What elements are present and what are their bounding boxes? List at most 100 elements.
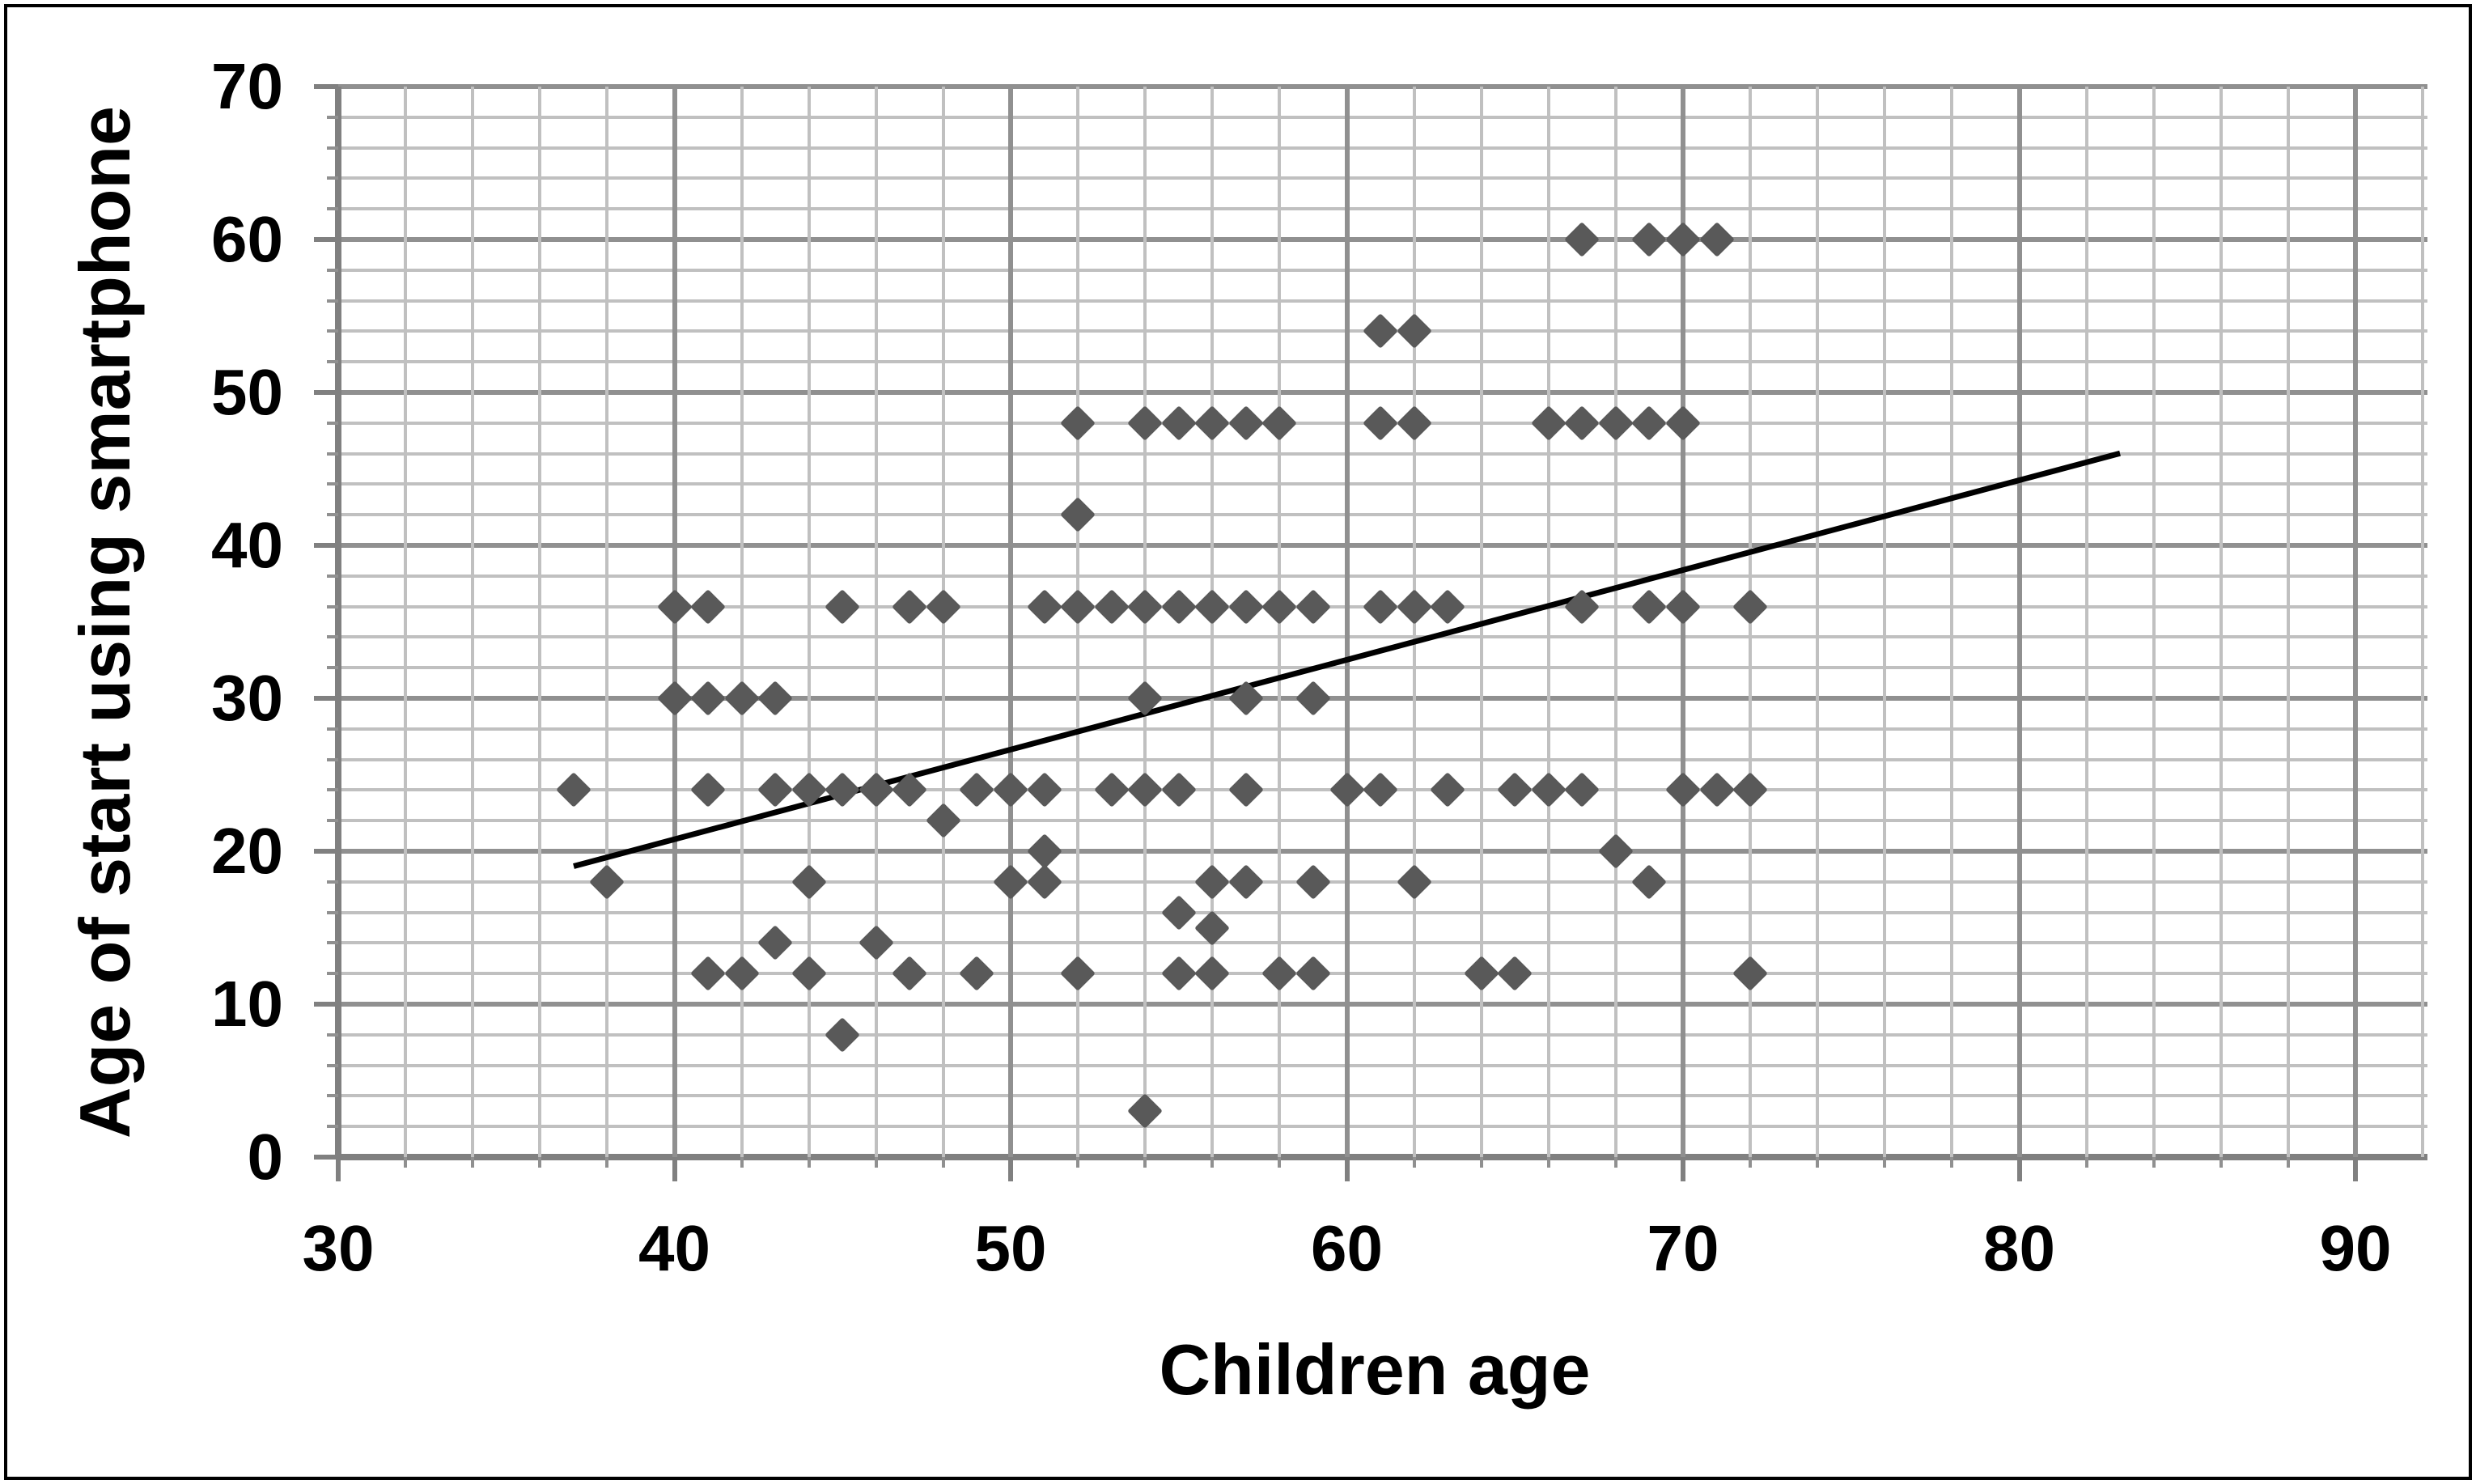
gridline-major-h <box>338 543 2427 548</box>
figure-border <box>4 4 2472 1480</box>
gridline-minor-h <box>338 1063 2427 1067</box>
gridline-minor-h <box>338 635 2427 639</box>
gridline-major-h <box>338 237 2427 242</box>
y-minor-tick <box>327 788 338 792</box>
x-minor-tick <box>1749 1157 1753 1168</box>
x-major-tick <box>1008 1157 1013 1181</box>
y-minor-tick <box>327 452 338 456</box>
x-minor-tick <box>605 1157 609 1168</box>
x-major-tick <box>336 1157 341 1181</box>
x-major-tick <box>2016 1157 2022 1181</box>
gridline-major-h <box>338 849 2427 854</box>
y-tick-label: 10 <box>211 968 283 1040</box>
x-minor-tick <box>1210 1157 1215 1168</box>
y-major-tick <box>314 84 338 89</box>
x-tick-label: 50 <box>974 1212 1047 1284</box>
y-minor-tick <box>327 146 338 150</box>
x-minor-tick <box>1546 1157 1550 1168</box>
y-tick-label: 70 <box>211 50 283 122</box>
gridline-minor-v <box>1613 87 1617 1157</box>
x-minor-tick <box>404 1157 408 1168</box>
y-minor-tick <box>327 1094 338 1098</box>
y-minor-tick <box>327 880 338 884</box>
gridline-major-v <box>1344 87 1350 1157</box>
y-minor-tick <box>327 1125 338 1129</box>
x-minor-tick <box>538 1157 542 1168</box>
x-tick-label: 40 <box>638 1212 710 1284</box>
x-minor-tick <box>1143 1157 1147 1168</box>
gridline-minor-h <box>338 910 2427 914</box>
y-major-tick <box>314 390 338 395</box>
x-major-tick <box>672 1157 677 1181</box>
gridline-major-h <box>338 696 2427 701</box>
gridline-minor-v <box>2084 87 2088 1157</box>
gridline-minor-v <box>740 87 744 1157</box>
gridline-minor-h <box>338 146 2427 150</box>
x-tick-label: 60 <box>1311 1212 1383 1284</box>
y-minor-tick <box>327 604 338 608</box>
y-minor-tick <box>327 513 338 517</box>
gridline-minor-h <box>338 1094 2427 1098</box>
x-minor-tick <box>471 1157 475 1168</box>
y-minor-tick <box>327 941 338 945</box>
x-minor-tick <box>1479 1157 1483 1168</box>
gridline-minor-h <box>338 176 2427 180</box>
y-minor-tick <box>327 972 338 976</box>
y-minor-tick <box>327 299 338 303</box>
x-tick-label: 80 <box>1983 1212 2055 1284</box>
y-minor-tick <box>327 819 338 823</box>
y-tick-label: 60 <box>211 203 283 275</box>
x-major-tick <box>1681 1157 1685 1181</box>
gridline-minor-v <box>605 87 609 1157</box>
y-minor-tick <box>327 421 338 425</box>
x-minor-tick <box>1950 1157 1954 1168</box>
y-minor-tick <box>327 207 338 211</box>
gridline-minor-v <box>2152 87 2156 1157</box>
y-minor-tick <box>327 115 338 119</box>
gridline-minor-v <box>2286 87 2290 1157</box>
gridline-minor-v <box>1816 87 1820 1157</box>
y-major-tick <box>314 1155 338 1160</box>
gridline-minor-h <box>338 482 2427 486</box>
x-minor-tick <box>941 1157 945 1168</box>
y-tick-label: 30 <box>211 662 283 734</box>
y-major-tick <box>314 696 338 701</box>
y-tick-label: 50 <box>211 356 283 428</box>
gridline-minor-h <box>338 972 2427 976</box>
gridline-minor-h <box>338 207 2427 211</box>
gridline-minor-h <box>338 360 2427 364</box>
x-minor-tick <box>874 1157 878 1168</box>
gridline-minor-v <box>471 87 475 1157</box>
y-tick-label: 0 <box>247 1121 284 1193</box>
gridline-minor-v <box>2421 87 2425 1157</box>
x-minor-tick <box>1613 1157 1617 1168</box>
gridline-minor-h <box>338 299 2427 303</box>
y-minor-tick <box>327 482 338 486</box>
x-axis-line <box>338 1154 2427 1160</box>
gridline-minor-h <box>338 452 2427 456</box>
x-minor-tick <box>1278 1157 1282 1168</box>
x-tick-label: 70 <box>1647 1212 1719 1284</box>
x-tick-label: 90 <box>2319 1212 2392 1284</box>
gridline-minor-v <box>1546 87 1550 1157</box>
y-major-tick <box>314 1002 338 1007</box>
x-minor-tick <box>807 1157 811 1168</box>
gridline-minor-h <box>338 941 2427 945</box>
gridline-minor-h <box>338 1125 2427 1129</box>
y-major-tick <box>314 543 338 548</box>
gridline-minor-v <box>1950 87 1954 1157</box>
gridline-major-v <box>2016 87 2022 1157</box>
gridline-minor-v <box>874 87 878 1157</box>
x-minor-tick <box>1412 1157 1416 1168</box>
y-axis-line <box>335 87 341 1157</box>
x-tick-label: 30 <box>302 1212 375 1284</box>
y-minor-tick <box>327 757 338 761</box>
gridline-minor-h <box>338 574 2427 578</box>
x-minor-tick <box>740 1157 744 1168</box>
y-major-tick <box>314 237 338 242</box>
y-tick-label: 20 <box>211 815 283 887</box>
gridline-minor-h <box>338 880 2427 884</box>
gridline-minor-h <box>338 1032 2427 1037</box>
y-axis-title: Age of start using smartphone <box>65 105 145 1138</box>
